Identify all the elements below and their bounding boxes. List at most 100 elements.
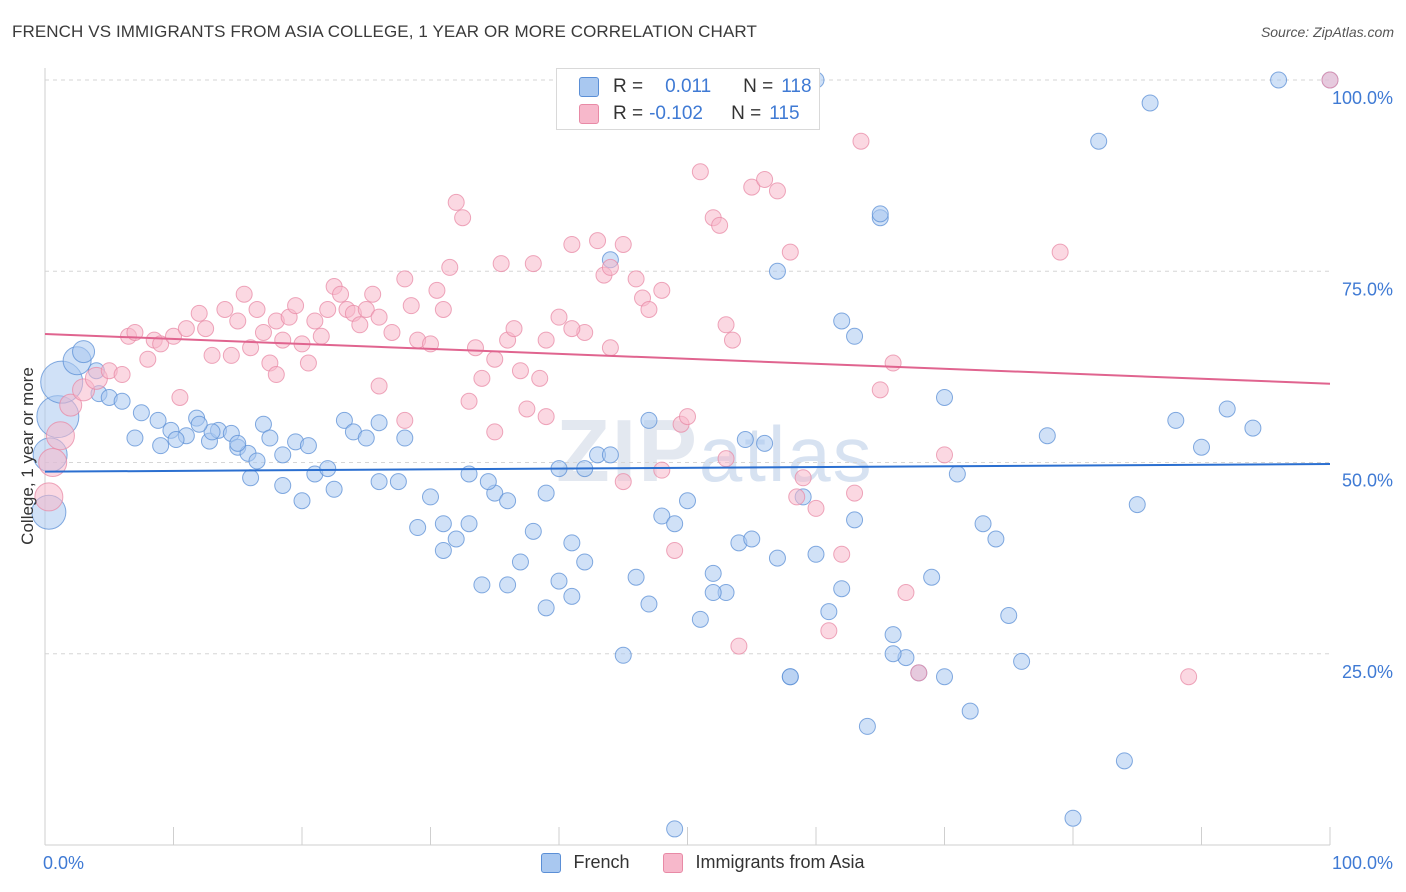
french-point (846, 327, 864, 345)
french-point (614, 646, 632, 664)
asia-point (447, 193, 465, 211)
french-point (756, 434, 774, 452)
asia-point (190, 304, 208, 322)
french-point (768, 262, 786, 280)
asia-point (370, 377, 388, 395)
asia-point (222, 346, 240, 364)
asia-point (871, 381, 889, 399)
legend-item-asia[interactable]: Immigrants from Asia (663, 852, 865, 873)
asia-point (396, 270, 414, 288)
asia-point (441, 258, 459, 276)
asia-point (38, 448, 68, 477)
french-point (627, 568, 645, 586)
french-point (1244, 419, 1262, 437)
french-point (666, 820, 684, 838)
asia-point (216, 301, 234, 318)
french-point (743, 530, 761, 548)
r-label: R = (613, 75, 644, 97)
asia-point (537, 408, 555, 426)
x-tick-label: 100.0% (1332, 853, 1393, 873)
asia-point (370, 308, 388, 326)
french-point (229, 434, 247, 452)
french-point (871, 205, 889, 223)
legend-label-french: French (573, 852, 630, 872)
french-point (152, 437, 170, 455)
n-label: N = (731, 102, 762, 124)
asia-point (730, 637, 748, 655)
french-point (704, 584, 722, 602)
asia-point (884, 354, 902, 372)
french-point (691, 610, 709, 628)
french-n-value: 118 (781, 75, 812, 97)
asia-r-value: -0.102 (649, 102, 703, 124)
asia-point (45, 421, 75, 451)
asia-point (1180, 668, 1198, 686)
asia-point (113, 366, 131, 384)
french-point (640, 595, 658, 613)
asia-point (614, 235, 632, 253)
french-point (704, 564, 722, 582)
french-point (1013, 652, 1031, 670)
y-tick-label: 75.0% (1342, 279, 1393, 299)
asia-point (1321, 71, 1339, 89)
asia-point (466, 339, 484, 357)
asia-point (274, 331, 292, 349)
asia-point (383, 323, 401, 341)
asia-point (34, 482, 64, 512)
asia-point (454, 209, 472, 227)
asia-point (601, 339, 619, 357)
legend-item-french[interactable]: French (541, 852, 629, 873)
french-point (370, 473, 388, 491)
asia-point (460, 392, 478, 410)
asia-point (396, 411, 414, 429)
asia-point (254, 323, 272, 341)
french-point (126, 429, 144, 447)
french-point (511, 553, 529, 571)
asia-point (614, 473, 632, 491)
asia-point (242, 339, 260, 357)
french-point (254, 415, 272, 433)
french-point (948, 465, 966, 483)
asia-point (653, 461, 671, 479)
asia-point (601, 258, 619, 276)
asia-point (563, 320, 581, 338)
french-point (293, 492, 311, 510)
stats-legend: R = 0.011 N = 118 R = -0.102 N = 115 (556, 68, 820, 130)
series-legend: French Immigrants from Asia (0, 852, 1406, 873)
asia-point (936, 446, 953, 464)
asia-point (299, 354, 317, 372)
french-point (640, 411, 658, 429)
french-point (325, 480, 343, 498)
french-point (1064, 809, 1082, 827)
french-point (768, 549, 786, 567)
asia-point (171, 388, 189, 406)
french-point (1038, 427, 1056, 445)
source-credit: Source: ZipAtlas.com (1260, 24, 1394, 40)
asia-point (152, 335, 170, 353)
french-point (319, 460, 337, 478)
french-r-value: 0.011 (665, 75, 712, 97)
asia-point (563, 235, 581, 253)
french-point (563, 534, 581, 552)
asia-point (717, 450, 735, 468)
asia-point (788, 488, 806, 506)
asia-trend-line (44, 332, 1331, 385)
french-point (807, 545, 825, 563)
french-point (396, 429, 414, 447)
asia-point (846, 484, 864, 502)
french-point (335, 411, 353, 429)
asia-point (518, 400, 536, 418)
asia-point (768, 182, 786, 200)
french-point (409, 519, 427, 537)
french-point (473, 576, 491, 594)
french-point (524, 522, 542, 540)
french-point (274, 476, 292, 494)
french-legend-swatch (541, 852, 562, 873)
french-point (149, 411, 167, 429)
asia-point (165, 327, 182, 345)
asia-point (139, 350, 157, 368)
asia-point (364, 285, 382, 303)
asia-swatch (579, 103, 599, 124)
french-point (248, 452, 266, 470)
asia-point (524, 255, 542, 273)
